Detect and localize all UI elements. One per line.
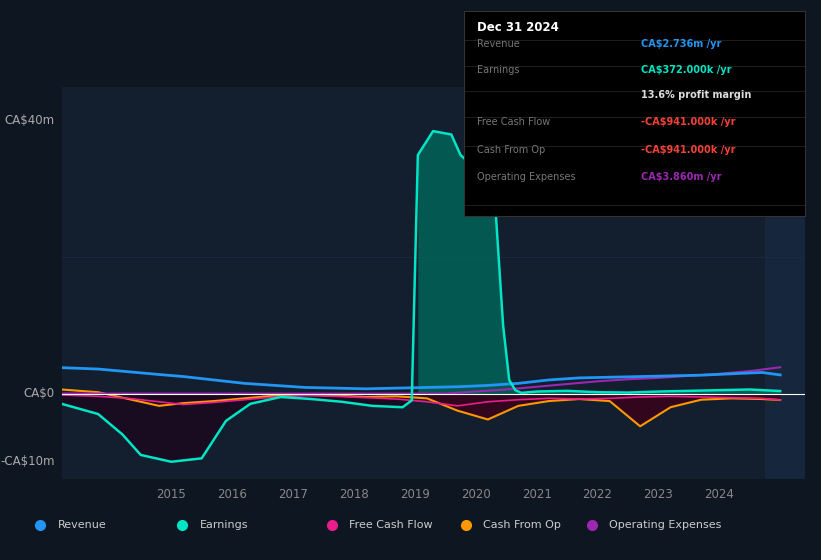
Text: Operating Expenses: Operating Expenses (609, 520, 722, 530)
Text: -CA$10m: -CA$10m (0, 455, 55, 468)
Text: Earnings: Earnings (200, 520, 248, 530)
Bar (765, 87, 821, 479)
Text: CA$3.860m /yr: CA$3.860m /yr (641, 172, 722, 182)
Text: CA$372.000k /yr: CA$372.000k /yr (641, 66, 732, 76)
Text: CA$0: CA$0 (24, 387, 55, 400)
Text: -CA$941.000k /yr: -CA$941.000k /yr (641, 116, 736, 127)
Text: CA$2.736m /yr: CA$2.736m /yr (641, 39, 722, 49)
Text: Dec 31 2024: Dec 31 2024 (478, 21, 559, 34)
Text: Free Cash Flow: Free Cash Flow (478, 116, 551, 127)
Text: 13.6% profit margin: 13.6% profit margin (641, 90, 751, 100)
Text: Operating Expenses: Operating Expenses (478, 172, 576, 182)
Text: Cash From Op: Cash From Op (484, 520, 562, 530)
Text: Free Cash Flow: Free Cash Flow (350, 520, 433, 530)
Text: Cash From Op: Cash From Op (478, 145, 546, 155)
Text: Revenue: Revenue (57, 520, 107, 530)
Text: -CA$941.000k /yr: -CA$941.000k /yr (641, 145, 736, 155)
Text: Earnings: Earnings (478, 66, 520, 76)
Text: Revenue: Revenue (478, 39, 521, 49)
Text: CA$40m: CA$40m (4, 114, 55, 127)
